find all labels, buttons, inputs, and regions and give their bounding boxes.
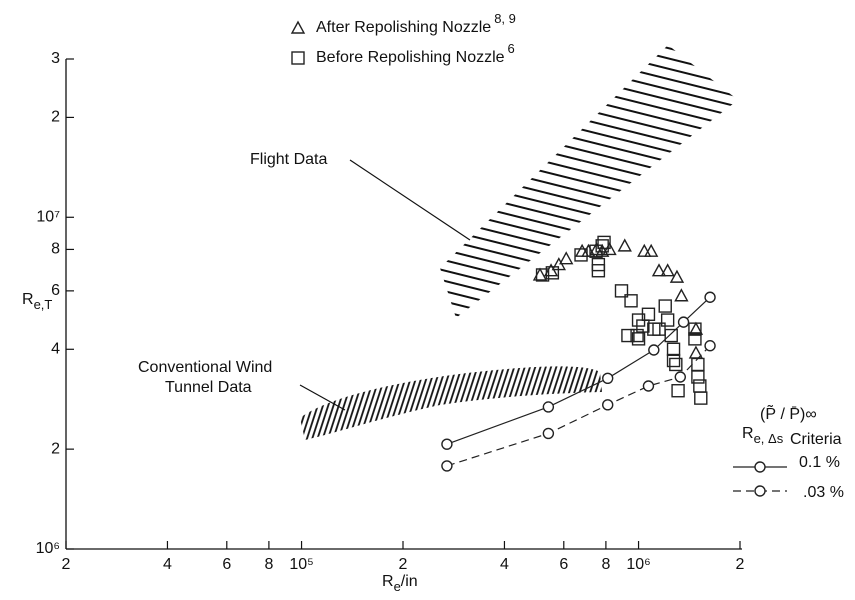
leader-line [349,159,471,241]
criteria-label: Criteria [790,431,842,448]
square-marker [597,235,611,250]
legend-name: After Repolishing Nozzle [316,19,491,36]
legend-label: After Repolishing Nozzle8, 9 [316,11,516,36]
annotation: Conventional Wind [138,359,272,376]
criteria-ratio: (P̃ / P̄)∞ [760,404,817,424]
circle-marker [602,399,614,411]
square-marker [591,264,606,278]
x-tick-label: 2 [736,556,745,573]
triangle-marker [559,251,574,265]
triangle-marker [637,243,652,257]
legend-marker [290,20,306,34]
legend-marker [754,461,766,473]
circle-marker [642,380,655,392]
circle-marker [602,372,614,385]
x-tick-label: 2 [62,556,71,573]
x-tick-label: 8 [264,556,273,573]
triangle-marker [660,263,675,277]
legend-marker [754,485,766,497]
legend-marker [291,51,305,65]
x-axis-label: Re/in [382,573,418,594]
series-line [446,345,711,467]
triangle-marker [674,288,689,302]
y-tick-label: 6 [51,282,60,299]
y-tick-label: 10⁶ [36,540,60,557]
square-marker [664,328,678,343]
legend-label: 0.1 % [799,454,840,471]
square-marker [630,328,644,343]
square-marker [535,268,550,282]
circle-marker [441,460,453,472]
square-marker [545,266,560,280]
circle-marker [674,371,686,383]
square-marker [666,342,681,356]
tunnel-data-region [300,366,602,440]
x-tick-label: 4 [163,556,172,573]
square-marker [660,313,675,327]
series-line [446,296,711,445]
x-tick-label: 2 [399,556,408,573]
square-marker [621,328,635,343]
circle-marker [704,291,716,303]
triangle-marker [669,269,685,283]
criteria-re: Re, Δs [742,425,784,446]
square-marker [631,332,646,346]
triangle-marker [643,243,659,257]
square-marker [658,299,672,313]
triangle-marker [617,238,632,252]
triangle-marker [532,267,548,281]
square-marker [641,307,656,321]
legend-name: Before Repolishing Nozzle [316,49,505,66]
square-marker [688,332,702,346]
y-axis-label: Re,T [22,291,52,312]
square-marker [671,384,685,398]
square-marker [691,370,705,384]
triangle-marker [581,243,596,257]
x-tick-label: 8 [601,556,610,573]
square-marker [647,322,661,336]
circle-marker [542,427,555,440]
circle-marker [542,401,555,413]
circle-marker [648,344,660,356]
x-tick-label: 10⁶ [626,556,650,573]
square-marker [669,357,683,372]
square-marker [595,239,609,253]
triangle-marker [651,263,667,277]
annotation: Flight Data [250,151,327,168]
circle-marker [441,438,453,450]
x-tick-label: 4 [500,556,509,573]
x-tick-label: 6 [222,556,231,573]
square-marker [691,357,705,372]
square-marker [694,391,708,405]
y-tick-label: 3 [51,50,60,67]
y-tick-label: 10⁷ [36,208,60,225]
square-marker [666,353,681,368]
circle-marker [677,316,690,328]
y-tick-label: 4 [51,340,60,357]
circle-marker [704,340,716,352]
square-marker [688,322,702,336]
y-tick-label: 2 [51,440,60,457]
y-tick-label: 8 [51,241,60,258]
square-marker [624,294,638,308]
legend-sup: 8, 9 [494,11,516,26]
legend-sup: 6 [508,41,515,56]
square-marker [574,248,588,262]
x-tick-label: 6 [559,556,568,573]
triangle-marker [688,321,704,335]
flight-data-region [440,45,738,318]
legend-label: .03 % [803,484,844,501]
leader-line [299,384,346,411]
square-marker [614,284,629,298]
annotation: Tunnel Data [165,379,252,396]
y-tick-label: 2 [51,109,60,126]
square-marker [652,322,666,336]
legend-label: Before Repolishing Nozzle6 [316,41,515,66]
triangle-marker [574,243,590,257]
x-tick-label: 10⁵ [289,556,313,573]
